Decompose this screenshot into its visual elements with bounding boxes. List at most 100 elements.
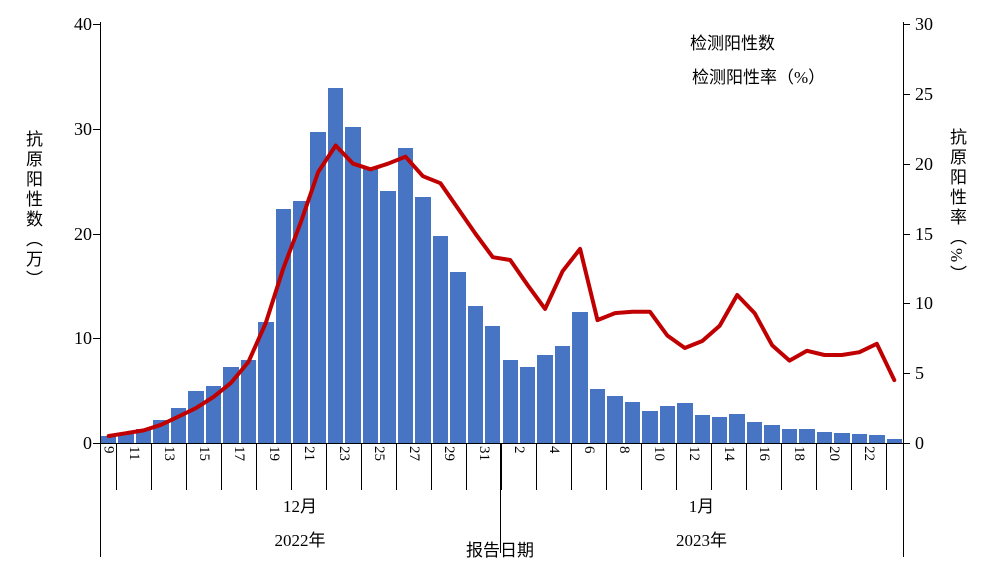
day-tick-label: 14 — [721, 446, 737, 461]
bar — [659, 406, 676, 443]
year-label-2023: 2023年 — [676, 531, 727, 550]
day-tick-label: 4 — [546, 446, 562, 454]
day-tick-cell: 18 — [782, 443, 817, 490]
day-tick-label: 21 — [301, 446, 317, 461]
right-axis-tick-mark — [903, 233, 910, 235]
left-axis-title: 抗原阳性数（万） — [23, 130, 42, 290]
day-tick-cell: 2 — [502, 443, 537, 490]
day-tick-cell: 11 — [117, 443, 152, 490]
x-axis-line — [100, 443, 904, 444]
left-axis-tick-label: 30 — [74, 118, 92, 139]
day-tick-label: 18 — [791, 446, 807, 461]
bar — [537, 355, 553, 443]
bar — [572, 312, 588, 443]
day-tick-label: 13 — [161, 446, 177, 461]
day-tick-cell: 23 — [327, 443, 362, 490]
rate-line-path — [106, 143, 897, 438]
day-tick-label: 9 — [100, 446, 117, 454]
day-tick-cell: 14 — [712, 443, 747, 490]
bar — [851, 433, 868, 443]
day-tick-label: 11 — [126, 446, 142, 461]
left-axis-tick-mark — [93, 443, 100, 444]
bar — [275, 209, 292, 443]
day-tick-cell: 13 — [152, 443, 187, 490]
day-tick-label: 17 — [231, 446, 247, 461]
bar — [607, 395, 623, 443]
legend-item-line: 检测阳性率（%） — [648, 62, 825, 88]
bar — [258, 321, 274, 443]
right-axis-tick-label: 5 — [915, 363, 924, 384]
day-tick-cell: 20 — [817, 443, 852, 490]
bar — [886, 438, 902, 443]
bar — [781, 429, 798, 443]
day-tick-cell: 12 — [677, 443, 712, 490]
day-tick-cell: 29 — [432, 443, 467, 490]
left-axis-tick-label: 0 — [83, 433, 92, 453]
bar — [799, 429, 815, 443]
day-tick-cell: 10 — [642, 443, 677, 490]
day-tick-label: 8 — [616, 446, 632, 454]
right-axis-tick-mark — [903, 93, 910, 95]
bar — [554, 345, 571, 443]
bar — [101, 435, 117, 443]
bar — [589, 388, 606, 443]
day-tick-cell: 8 — [607, 443, 642, 490]
day-tick-cell: 22 — [852, 443, 887, 490]
bar — [450, 272, 466, 443]
day-tick-label: 2 — [511, 446, 527, 454]
bar — [502, 360, 518, 443]
month-separator-line — [500, 443, 501, 553]
day-tick-cell: 19 — [257, 443, 292, 490]
left-axis-tick-label: 40 — [74, 14, 92, 34]
bar — [519, 366, 536, 443]
day-tick-cell: 31 — [467, 443, 502, 490]
right-axis-title: 抗原阳性率（%） — [947, 128, 966, 286]
right-axis-tick-label: 20 — [915, 153, 933, 174]
bar — [293, 201, 309, 443]
bar — [327, 87, 344, 443]
right-axis-tick-mark — [903, 163, 910, 165]
bar — [118, 433, 134, 443]
right-axis-tick-label: 30 — [915, 14, 933, 34]
month-label-december: 12月 — [283, 497, 317, 516]
bar — [711, 416, 728, 443]
legend-label-line: 检测阳性率（%） — [692, 67, 826, 87]
day-tick-label: 31 — [476, 446, 492, 461]
legend-label-bar: 检测阳性数 — [690, 33, 775, 53]
day-tick-cell: 15 — [187, 443, 222, 490]
day-tick-cell: 17 — [222, 443, 257, 490]
day-tick-label: 6 — [581, 446, 597, 454]
day-tick-cell: 27 — [397, 443, 432, 490]
bars-layer — [100, 24, 903, 443]
day-tick-cell: 21 — [292, 443, 327, 490]
right-axis-tick-mark — [903, 373, 910, 375]
bar — [467, 305, 484, 443]
right-axis-tick-label: 0 — [915, 433, 924, 453]
rate-line — [106, 143, 897, 438]
x-axis-day-labels: 9 11 13 15 17 19 21 23 25 27 29 31 2 4 6 8 10 12 14 16 18 20 2… — [100, 443, 903, 490]
bar — [677, 403, 693, 443]
bar — [415, 196, 431, 443]
bar — [380, 190, 396, 443]
day-tick-label: 19 — [266, 446, 282, 461]
year-label-2022: 2022年 — [274, 531, 326, 550]
bar — [869, 434, 885, 443]
day-tick-cell: 25 — [362, 443, 397, 490]
right-axis-tick-mark — [903, 303, 910, 305]
day-tick-label: 10 — [651, 446, 667, 461]
left-axis-tick-mark — [93, 233, 100, 235]
bar — [694, 414, 710, 443]
left-axis-tick-mark — [93, 24, 100, 25]
right-axis-tick-label: 25 — [915, 83, 933, 104]
day-tick-label: 23 — [336, 446, 352, 461]
bar — [485, 325, 501, 443]
x-axis-title: 报告日期 — [466, 541, 534, 560]
bar — [624, 402, 641, 443]
left-axis-tick-label: 10 — [74, 328, 92, 349]
bar — [310, 131, 326, 443]
legend-item-bar: 检测阳性数 — [648, 28, 825, 54]
plot-area — [100, 24, 903, 443]
right-axis-tick-label: 15 — [915, 223, 933, 244]
month-label-january: 1月 — [688, 497, 715, 516]
